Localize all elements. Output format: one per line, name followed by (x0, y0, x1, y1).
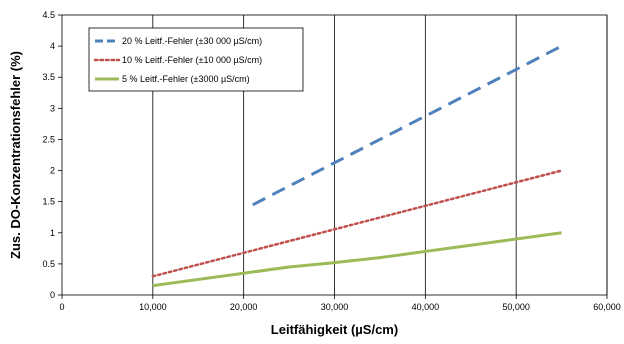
axes: 0 10,000 20,000 30,000 40,000 50,000 60,000 0 0.… (42, 10, 620, 312)
legend: 20 % Leitf.-Fehler (±30 000 µS/cm) 10 % L… (88, 27, 304, 92)
x-tick-label: 60,000 (593, 302, 621, 312)
y-tick-label: 3.5 (42, 72, 55, 82)
legend-label-3: 5 % Leitf.-Fehler (±3000 µS/cm) (122, 74, 250, 84)
x-tick-label: 40,000 (412, 302, 440, 312)
x-tick-label: 0 (59, 302, 64, 312)
x-tick-label: 10,000 (139, 302, 167, 312)
series-line-3 (152, 231, 562, 288)
y-tick-label: 2.5 (42, 134, 55, 144)
y-tick-label: 2 (50, 166, 55, 176)
x-axis-title: Leitfähigkeit (µS/cm) (271, 322, 398, 337)
legend-label-1: 20 % Leitf.-Fehler (±30 000 µS/cm) (122, 36, 262, 46)
series-line-1 (252, 44, 563, 207)
x-tick-label: 20,000 (230, 302, 258, 312)
y-tick-label: 4.5 (42, 10, 55, 20)
series-line-2 (151, 169, 563, 278)
legend-label-2: 10 % Leitf.-Fehler (±10 000 µS/cm) (122, 55, 262, 65)
y-tick-label: 1 (50, 228, 55, 238)
series-lines (151, 44, 563, 288)
y-tick-label: 0 (50, 290, 55, 300)
y-tick-label: 1.5 (42, 197, 55, 207)
x-tick-label: 50,000 (502, 302, 530, 312)
y-tick-label: 0.5 (42, 259, 55, 269)
legend-box (88, 27, 304, 92)
y-axis-title: Zus. DO-Konzentrationsfehler (%) (8, 51, 23, 259)
x-tick-label: 30,000 (321, 302, 349, 312)
y-tick-label: 3 (50, 103, 55, 113)
y-tick-label: 4 (50, 41, 55, 51)
